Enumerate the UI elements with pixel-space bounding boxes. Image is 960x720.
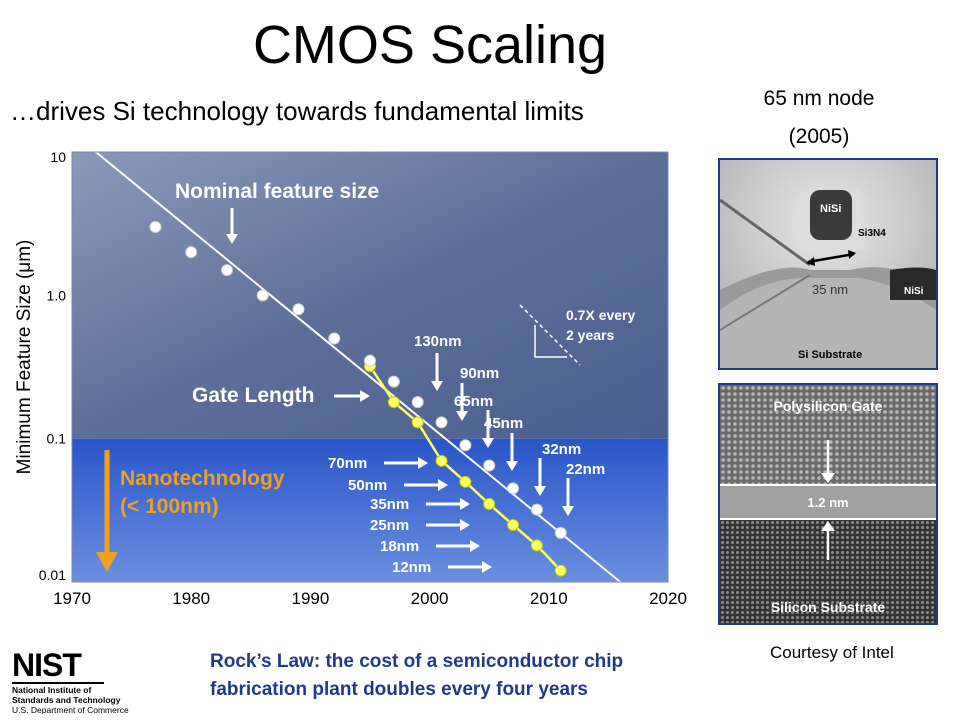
nanotechnology-label-line2: (< 100nm) (120, 495, 219, 518)
nominal-feature-point (364, 354, 376, 367)
annotation-arrowhead (470, 540, 480, 552)
gate-node-label: 70nm (328, 455, 367, 472)
nist-logo: NIST National Institute of Standards and… (12, 648, 129, 714)
annotation-arrowhead (226, 234, 238, 244)
trend-triangle (534, 325, 567, 358)
nominal-feature-point (185, 246, 198, 259)
page-title: CMOS Scaling (252, 15, 608, 75)
nominal-feature-point (328, 332, 341, 345)
annotation-arrowhead (431, 381, 443, 391)
gate-length-point (507, 518, 520, 531)
node-label: 65 nm node (2005) (744, 80, 894, 156)
nominal-feature-point (292, 303, 305, 316)
annotation-arrowhead (562, 506, 574, 516)
gate-node-label: 35nm (370, 496, 409, 513)
nisi-gate-block (810, 190, 852, 240)
tem-label-nisi-right: NiSi (904, 286, 924, 297)
gate-length-point (387, 396, 400, 409)
tem-label-si-substrate: Si Substrate (798, 349, 862, 361)
nanotechnology-label-line1: Nanotechnology (120, 467, 285, 490)
gate-node-label: 50nm (348, 477, 387, 494)
annotation-arrowhead (482, 438, 494, 448)
annotation-arrowhead (534, 486, 546, 496)
nist-line1: National Institute of (12, 685, 92, 695)
annotation-arrowhead (460, 498, 470, 510)
nominal-feature-point (554, 526, 567, 539)
annotation-arrowhead (460, 519, 470, 531)
y-axis-label: Minimum Feature Size (μm) (14, 240, 35, 475)
nominal-node-label: 65nm (454, 393, 493, 410)
x-tick-label: 1970 (53, 589, 91, 608)
tem-label-si3n4: Si3N4 (858, 228, 886, 239)
gate-node-label: 25nm (370, 517, 409, 534)
nominal-node-label: 22nm (566, 461, 605, 478)
nominal-feature-point (459, 439, 472, 452)
tem-label-polysilicon-gate: Polysilicon Gate (774, 398, 883, 414)
tem-transistor-image: NiSi Si3N4 35 nm NiSi Si Substrate (718, 158, 938, 370)
tem-label-1-2nm: 1.2 nm (807, 495, 848, 510)
nominal-feature-point (411, 396, 424, 409)
rocks-law-text: Rock’s Law: the cost of a semiconductor … (210, 648, 623, 704)
gate-node-label: 18nm (380, 538, 419, 555)
rocks-law-line1: Rock’s Law: the cost of a semiconductor … (210, 651, 624, 672)
annotation-arrowhead (482, 561, 492, 573)
y-tick-label: 10 (50, 149, 66, 165)
nist-line2: Standards and Technology (12, 695, 121, 705)
tem-gate-oxide-image: Polysilicon Gate 1.2 nm Silicon Substrat… (718, 383, 938, 625)
y-tick-label: 0.01 (39, 567, 66, 583)
gate-length-point (483, 498, 496, 511)
nist-wordmark: NIST (12, 648, 82, 683)
courtesy-text: Courtesy of Intel (770, 643, 894, 662)
feature-size-chart: 10 1.0 0.1 0.01 1970 1980 1990 2000 2010 2020 Mini… (14, 149, 687, 608)
x-tick-label: 1990 (291, 589, 329, 608)
x-tick-label: 2020 (649, 589, 687, 608)
gate-node-label: 12nm (392, 559, 431, 576)
annotation-arrowhead (360, 390, 370, 402)
page-subtitle: …drives Si technology towards fundamenta… (10, 96, 584, 126)
trend-label-line1: 0.7X every (566, 307, 635, 323)
nominal-feature-point (435, 416, 448, 429)
nanotechnology-arrowhead (96, 552, 118, 572)
nominal-node-label: 130nm (414, 333, 462, 350)
gate-length-point (554, 564, 567, 577)
annotation-arrowhead (438, 479, 448, 491)
rocks-law-line2: fabrication plant doubles every four yea… (210, 679, 588, 700)
plot-border (71, 151, 669, 583)
gate-length-point (459, 475, 472, 488)
nominal-node-label: 90nm (460, 365, 499, 382)
trend-dashed-line (519, 304, 581, 366)
nominal-node-label: 45nm (484, 415, 523, 432)
y-tick-label: 0.1 (47, 431, 67, 447)
gate-length-point (411, 416, 424, 429)
nominal-feature-point (256, 289, 269, 302)
tem-label-silicon-substrate: Silicon Substrate (771, 599, 886, 615)
tem-label-nisi-top: NiSi (820, 203, 841, 215)
y-tick-label: 1.0 (47, 287, 67, 303)
nominal-feature-point (530, 503, 543, 516)
nominal-feature-point (507, 482, 520, 495)
nominal-feature-point (149, 220, 162, 233)
x-tick-label: 1980 (172, 589, 210, 608)
annotation-arrowhead (506, 461, 518, 471)
gate-length-point (435, 454, 448, 467)
trend-label-line2: 2 years (566, 327, 614, 343)
gate-length-point (530, 539, 543, 552)
node-label-line2: (2005) (788, 125, 850, 148)
nominal-feature-point (220, 264, 233, 277)
tem-label-35nm: 35 nm (812, 282, 848, 297)
nominal-feature-point (387, 375, 400, 388)
x-tick-label: 2000 (411, 589, 449, 608)
node-label-line1: 65 nm node (763, 87, 875, 110)
gate-length-title: Gate Length (192, 384, 315, 407)
plot-area-upper (72, 152, 668, 439)
nominal-feature-title: Nominal feature size (175, 180, 379, 203)
annotation-arrowhead (456, 411, 468, 421)
nist-line3: U.S. Department of Commerce (12, 705, 129, 714)
annotation-arrowhead (418, 457, 428, 469)
x-tick-label: 2010 (530, 589, 568, 608)
nominal-feature-point (483, 459, 496, 472)
nominal-node-label: 32nm (542, 441, 581, 458)
